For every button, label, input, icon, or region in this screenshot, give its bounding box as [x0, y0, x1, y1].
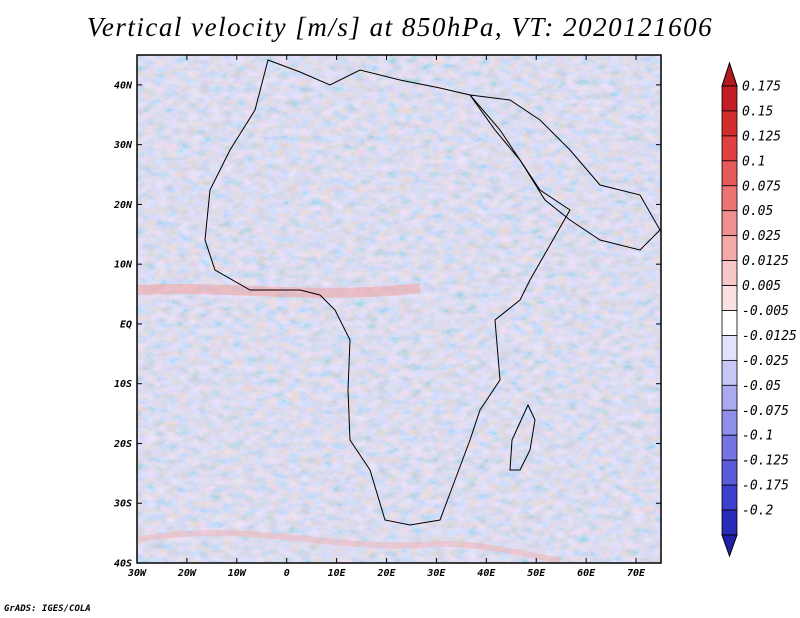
- colorbar-label: 0.125: [742, 129, 781, 144]
- lon-tick-label: 20E: [376, 568, 396, 579]
- chart-title: Vertical velocity [m/s] at 850hPa, VT: 2…: [86, 12, 714, 42]
- lon-tick-label: 20W: [177, 568, 197, 579]
- lon-tick-label: 70E: [627, 568, 646, 579]
- colorbar-swatch: [721, 310, 738, 336]
- colorbar-label: 0.15: [742, 104, 773, 119]
- colorbar-label: 0.1: [742, 154, 765, 169]
- colorbar-label: -0.025: [742, 354, 789, 369]
- credit-label: GrADS: IGES/COLA: [4, 604, 91, 614]
- lat-axis: 40N 30N 20N 10N EQ 10S 20S 30S 40S: [113, 80, 661, 570]
- lat-tick-label: EQ: [120, 319, 132, 330]
- colorbar-label: 0.075: [742, 179, 781, 194]
- lon-tick-label: 10E: [328, 568, 347, 579]
- colorbar-top-arrow: [721, 61, 738, 87]
- colorbar: 0.175 0.15 0.125 0.1 0.075 0.05 0.025 0.0125 0.0…: [721, 61, 797, 558]
- lon-tick-label: 40E: [477, 568, 496, 579]
- lat-tick-label: 30N: [113, 140, 133, 151]
- colorbar-swatch: [721, 185, 738, 212]
- colorbar-label: 0.025: [742, 229, 781, 244]
- lon-tick-label: 10W: [228, 568, 247, 579]
- lon-tick-label: 30W: [127, 568, 147, 579]
- lat-tick-label: 20N: [113, 200, 133, 211]
- lat-tick-label: 20S: [113, 439, 132, 450]
- colorbar-swatch: [721, 335, 738, 361]
- africa-coastline: [204, 59, 571, 526]
- colorbar-label: 0.0125: [742, 254, 789, 269]
- colorbar-swatch: [721, 235, 738, 262]
- colorbar-swatch: [721, 484, 738, 511]
- arabia-coastline: [468, 94, 661, 251]
- colorbar-swatch: [721, 110, 738, 137]
- colorbar-swatch: [721, 260, 738, 286]
- colorbar-swatch: [721, 210, 738, 237]
- colorbar-swatch: [721, 434, 738, 461]
- colorbar-swatch: [721, 160, 738, 187]
- colorbar-label: -0.05: [742, 379, 781, 394]
- colorbar-swatch: [721, 359, 738, 386]
- map-area: [136, 54, 662, 564]
- colorbar-swatch: [721, 509, 738, 536]
- lat-tick-label: 10N: [114, 260, 133, 271]
- colorbar-label: -0.005: [742, 304, 789, 319]
- colorbar-label: 0.005: [742, 279, 781, 294]
- colorbar-swatch: [721, 135, 738, 162]
- colorbar-label: 0.05: [742, 204, 773, 219]
- lat-tick-label: 10S: [114, 379, 132, 390]
- colorbar-bottom-arrow: [721, 534, 738, 558]
- lat-tick-label: 40S: [114, 559, 132, 570]
- colorbar-label: 0.175: [742, 80, 781, 95]
- colorbar-swatch: [721, 459, 738, 486]
- madagascar-coastline: [509, 403, 536, 471]
- colorbar-swatch: [721, 85, 738, 112]
- colorbar-swatch: [721, 384, 738, 411]
- lat-tick-label: 40N: [114, 80, 133, 91]
- lon-tick-label: 60E: [577, 568, 596, 579]
- colorbar-label: -0.075: [742, 404, 789, 419]
- colorbar-label: -0.0125: [742, 329, 797, 344]
- colorbar-swatch: [721, 285, 738, 311]
- colorbar-swatch: [721, 409, 738, 436]
- colorbar-label: -0.2: [742, 504, 773, 519]
- lon-tick-label: 0: [284, 568, 290, 579]
- colorbar-label: -0.125: [742, 454, 789, 469]
- lon-tick-label: 50E: [527, 568, 546, 579]
- lon-axis: 30W 20W 10W 0 10E 20E 30E 40E 50E 60E 70E: [127, 55, 646, 579]
- colorbar-label: -0.175: [742, 479, 789, 494]
- lon-tick-label: 30E: [426, 568, 446, 579]
- lat-tick-label: 30S: [113, 499, 132, 510]
- colorbar-label: -0.1: [742, 429, 773, 444]
